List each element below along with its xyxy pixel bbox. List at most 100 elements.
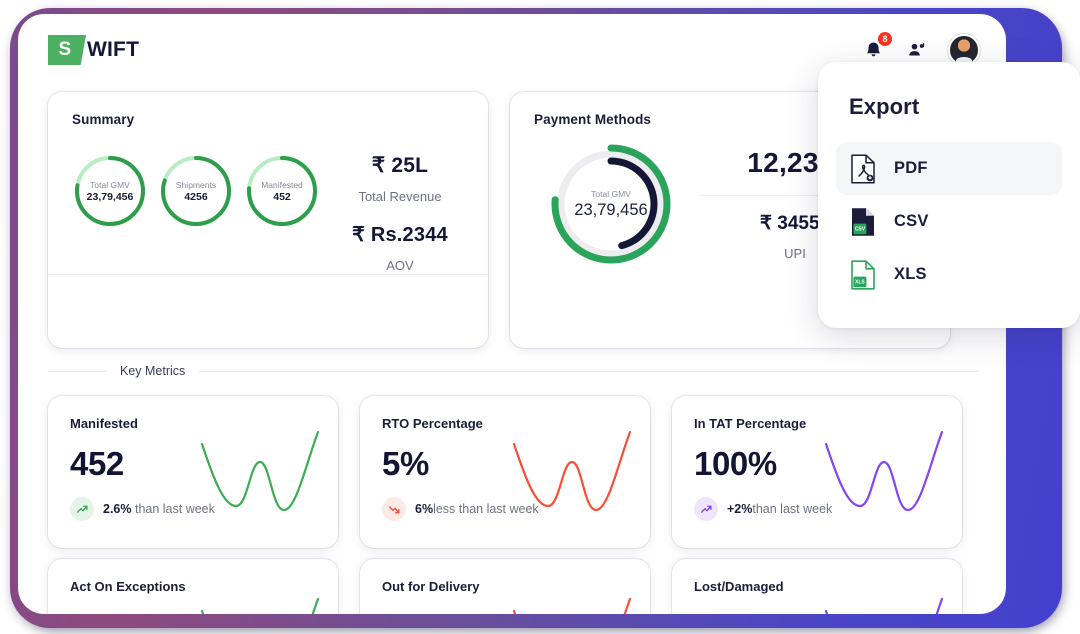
metric-card-act-on-exceptions[interactable]: Act On Exceptions <box>48 559 338 614</box>
aov-value: ₹ Rs.2344 <box>352 224 448 246</box>
payment-divider <box>700 195 890 196</box>
sparkline-chart <box>824 430 944 512</box>
key-metrics-label: Key Metrics <box>120 364 186 378</box>
payment-donut-chart: Total GMV 23,79,456 <box>548 141 674 267</box>
sparkline-chart <box>512 430 632 512</box>
xls-file-icon: XLS <box>851 259 875 290</box>
add-user-icon <box>909 43 925 56</box>
sparkline-chart <box>200 430 320 512</box>
sparkline-chart <box>512 597 632 614</box>
donut-label-text: Manifested <box>261 179 303 190</box>
export-option-csv[interactable]: CSV CSV <box>836 195 1062 248</box>
metric-card-in-tat-percentage[interactable]: In TAT Percentage 100% +2%than last week <box>672 396 962 548</box>
metric-trend: 6%less than last week <box>382 497 628 521</box>
export-option-label: XLS <box>894 265 927 283</box>
app-header: S WIFT 8 <box>18 14 1006 86</box>
payment-donut-label: Total GMV <box>591 188 631 199</box>
metric-trend: 2.6% than last week <box>70 497 316 521</box>
aov-label: AOV <box>386 258 414 273</box>
donut-shipments-label: Shipments 4256 <box>158 153 234 229</box>
donut-value-text: 452 <box>273 191 291 204</box>
metric-cards-row: Manifested 452 2.6% than last week <box>48 396 962 548</box>
export-option-xls[interactable]: XLS XLS <box>836 248 1062 301</box>
summary-card: Summary Total GMV 23,79,456 <box>48 92 488 348</box>
metric-trend-text: 2.6% than last week <box>103 502 215 516</box>
metric-title: Lost/Damaged <box>694 579 784 594</box>
notifications-button[interactable]: 8 <box>860 31 893 63</box>
metric-value: 100% <box>694 445 777 482</box>
metric-delta: 2.6% <box>103 502 132 516</box>
metric-value: 5% <box>382 445 429 482</box>
total-revenue-value: ₹ 25L <box>371 154 429 177</box>
donut-label-text: Shipments <box>175 179 217 190</box>
logo-mark-letter: S <box>58 39 72 60</box>
metric-delta: 6% <box>415 502 434 516</box>
total-revenue-label: Total Revenue <box>358 189 442 204</box>
add-user-button[interactable] <box>904 37 930 63</box>
payment-amount-secondary: ₹ 34551 <box>759 213 831 234</box>
notification-badge: 8 <box>877 31 893 47</box>
csv-file-icon: CSV <box>852 207 874 236</box>
donut-manifested-label: Manifested 452 <box>244 153 320 229</box>
svg-text:CSV: CSV <box>855 226 866 232</box>
logo-text: WIFT <box>87 38 140 61</box>
metric-delta-suffix: than last week <box>131 502 215 516</box>
metric-card-lost-damaged[interactable]: Lost/Damaged <box>672 559 962 614</box>
metric-delta-suffix: than last week <box>752 502 833 516</box>
payment-donut-value: 23,79,456 <box>574 200 648 219</box>
trend-up-icon <box>76 505 88 513</box>
payment-method-label: UPI <box>784 246 806 261</box>
metric-card-out-for-delivery[interactable]: Out for Delivery <box>360 559 650 614</box>
export-option-label: PDF <box>894 159 928 177</box>
metric-title: In TAT Percentage <box>694 416 807 431</box>
key-metrics-divider: Key Metrics <box>48 364 978 378</box>
export-option-pdf[interactable]: PDF <box>836 142 1062 195</box>
metric-title: Act On Exceptions <box>70 579 186 594</box>
pdf-file-icon <box>851 153 875 184</box>
donut-total-gmv: Total GMV 23,79,456 <box>72 153 148 229</box>
export-options-list: PDF CSV CSV XLS XLS <box>836 142 1062 301</box>
summary-divider <box>48 274 488 275</box>
metric-title: Out for Delivery <box>382 579 480 594</box>
metric-trend-text: +2%than last week <box>727 502 832 516</box>
metric-trend-text: 6%less than last week <box>415 502 539 516</box>
trend-down-icon <box>388 505 400 513</box>
metric-trend: +2%than last week <box>694 497 940 521</box>
metric-card-rto-percentage[interactable]: RTO Percentage 5% 6%less than last week <box>360 396 650 548</box>
donut-label-text: Total GMV <box>90 179 130 190</box>
logo-mark-icon: S <box>48 35 86 65</box>
metric-title: Manifested <box>70 416 138 431</box>
donut-value-text: 4256 <box>184 191 208 204</box>
metric-value: 452 <box>70 445 124 482</box>
brand-logo[interactable]: S WIFT <box>48 35 139 65</box>
summary-body: Total GMV 23,79,456 Shipments 4 <box>72 153 464 273</box>
metric-card-manifested[interactable]: Manifested 452 2.6% than last week <box>48 396 338 548</box>
sparkline-chart <box>824 597 944 614</box>
svg-text:XLS: XLS <box>855 279 865 285</box>
export-title: Export <box>849 94 920 119</box>
donut-value-text: 23,79,456 <box>86 191 134 204</box>
trend-up-icon <box>700 505 712 513</box>
export-option-label: CSV <box>894 212 929 230</box>
divider-line-left <box>48 370 106 372</box>
metric-cards-row-2: Act On Exceptions Out for Delivery Lost/… <box>48 559 962 614</box>
top-cards-row: Summary Total GMV 23,79,456 <box>48 92 950 348</box>
sparkline-chart <box>200 597 320 614</box>
export-dropdown-panel: Export PDF CSV CSV <box>818 62 1080 328</box>
metric-delta: +2% <box>727 502 753 516</box>
summary-title: Summary <box>72 112 135 127</box>
divider-line-right <box>199 370 978 372</box>
payment-donut-center: Total GMV 23,79,456 <box>548 141 674 267</box>
donut-shipments: Shipments 4256 <box>158 153 234 229</box>
summary-donuts: Total GMV 23,79,456 Shipments 4 <box>72 153 320 229</box>
metric-delta-suffix: less than last week <box>433 502 539 516</box>
summary-revenue-block: ₹ 25L Total Revenue ₹ Rs.2344 AOV <box>336 153 464 273</box>
payment-methods-title: Payment Methods <box>534 112 652 127</box>
metric-title: RTO Percentage <box>382 416 483 431</box>
donut-total-gmv-label: Total GMV 23,79,456 <box>72 153 148 229</box>
trend-down-badge <box>382 497 406 521</box>
donut-manifested: Manifested 452 <box>244 153 320 229</box>
bell-icon <box>866 42 880 57</box>
trend-up-badge <box>70 497 94 521</box>
